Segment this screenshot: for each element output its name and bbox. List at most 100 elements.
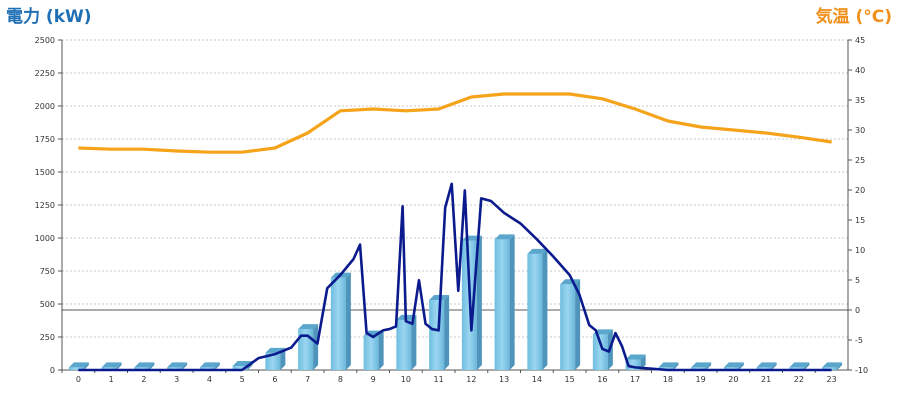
line-series xyxy=(78,92,832,372)
left-tick-label: 250 xyxy=(40,333,55,342)
x-tick-label: 13 xyxy=(499,375,509,384)
bar-series xyxy=(68,234,843,370)
grid-lines xyxy=(62,39,848,338)
right-tick-label: 45 xyxy=(855,36,865,45)
bar xyxy=(691,362,712,370)
bar-front xyxy=(396,319,412,370)
bar-side xyxy=(837,362,843,370)
left-tick-label: 2000 xyxy=(35,102,55,111)
bar xyxy=(68,362,89,370)
bar-front xyxy=(265,352,281,370)
bar-front xyxy=(429,300,445,370)
bar-side xyxy=(542,248,548,370)
right-tick-label: -10 xyxy=(855,366,868,375)
x-tick-label: 21 xyxy=(761,375,771,384)
bar-side xyxy=(411,314,417,370)
bar xyxy=(625,354,646,370)
bar xyxy=(330,272,351,370)
x-tick-label: 23 xyxy=(827,375,837,384)
x-tick-label: 20 xyxy=(728,375,738,384)
bar-side xyxy=(149,362,155,370)
bar-front xyxy=(691,367,707,370)
left-tick-label: 1000 xyxy=(35,234,55,243)
bar-front xyxy=(298,329,314,370)
bar-top xyxy=(625,354,646,360)
bar xyxy=(756,362,777,370)
right-tick-label: 0 xyxy=(855,306,860,315)
bar-front xyxy=(756,367,772,370)
bar-side xyxy=(116,362,122,370)
x-tick-label: 7 xyxy=(305,375,310,384)
bar-side xyxy=(706,362,712,370)
bar-front xyxy=(330,277,346,370)
right-tick-label: 10 xyxy=(855,246,865,255)
bar xyxy=(461,235,482,370)
power-line xyxy=(78,182,832,372)
bar-side xyxy=(214,362,220,370)
right-tick-label: 5 xyxy=(855,276,860,285)
bar xyxy=(723,362,744,370)
x-tick-label: 15 xyxy=(565,375,575,384)
right-axis-title: 気温 (°C) xyxy=(815,7,892,27)
x-tick-label: 9 xyxy=(371,375,376,384)
bar-front xyxy=(592,334,608,370)
left-tick-label: 1250 xyxy=(35,201,55,210)
bar-top xyxy=(691,362,712,368)
left-axis-title: 電力 (kW) xyxy=(6,7,92,27)
bar-top xyxy=(134,362,155,368)
bar-front xyxy=(199,367,215,370)
bar-side xyxy=(771,362,777,370)
x-tick-label: 8 xyxy=(338,375,343,384)
bar-side xyxy=(378,330,384,370)
x-tick-label: 6 xyxy=(272,375,277,384)
x-tick-label: 16 xyxy=(597,375,607,384)
bar xyxy=(199,362,220,370)
bar-front xyxy=(822,367,838,370)
bar-top xyxy=(527,248,548,254)
bar-top xyxy=(199,362,220,368)
x-tick-label: 17 xyxy=(630,375,640,384)
bar-side xyxy=(738,362,744,370)
bar-front xyxy=(625,359,641,370)
bar-side xyxy=(444,295,450,370)
bar-side xyxy=(575,279,581,370)
bar-front xyxy=(494,239,510,370)
bar-top xyxy=(789,362,810,368)
left-tick-label: 2250 xyxy=(35,69,55,78)
x-tick-label: 2 xyxy=(141,375,146,384)
bar-top xyxy=(298,324,319,330)
temperature-line xyxy=(78,92,832,154)
bar-top xyxy=(756,362,777,368)
bar xyxy=(494,234,515,370)
bar-top xyxy=(68,362,89,368)
left-tick-label: 0 xyxy=(50,366,55,375)
x-tick-label: 22 xyxy=(794,375,804,384)
left-tick-label: 1500 xyxy=(35,168,55,177)
bar-side xyxy=(313,324,319,370)
x-tick-label: 0 xyxy=(76,375,81,384)
right-tick-label: 35 xyxy=(855,96,865,105)
bar-top xyxy=(658,362,679,368)
bar xyxy=(265,347,286,370)
x-tick-label: 12 xyxy=(466,375,476,384)
x-tick-label: 4 xyxy=(207,375,212,384)
right-tick-label: 20 xyxy=(855,186,865,195)
tick-labels: 02505007501000125015001750200022502500-1… xyxy=(35,36,868,384)
bar-side xyxy=(280,347,286,370)
left-tick-label: 750 xyxy=(40,267,55,276)
bar-side xyxy=(345,272,351,370)
x-tick-label: 18 xyxy=(663,375,673,384)
bar-side xyxy=(509,234,515,370)
bar-front xyxy=(363,335,379,370)
bar-front xyxy=(68,367,84,370)
bar xyxy=(527,248,548,370)
bar-front xyxy=(101,367,117,370)
bar-top xyxy=(723,362,744,368)
x-tick-label: 5 xyxy=(240,375,245,384)
axes xyxy=(58,39,852,373)
bar xyxy=(396,314,417,370)
bar xyxy=(134,362,155,370)
bar-front xyxy=(789,367,805,370)
bar-front xyxy=(134,367,150,370)
